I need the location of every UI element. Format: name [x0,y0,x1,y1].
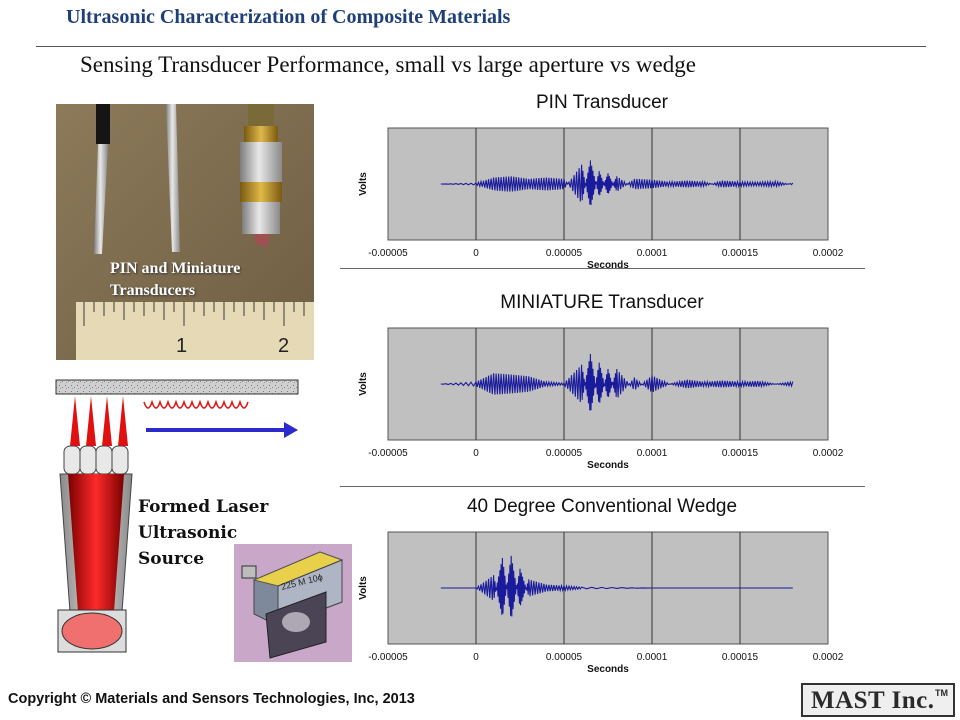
x-tick-label: 0 [473,652,479,663]
logo-text: MAST Inc. [811,687,935,714]
x-tick-label: 0 [473,448,479,459]
chart-title: MINIATURE Transducer [500,292,704,313]
x-tick-label: -0.00005 [368,652,408,663]
pin-transducer-chart: PIN Transducer -0.00005 0 0.00005 0.0001 0.00… [358,92,844,271]
mast-logo: MAST Inc. TM [801,683,955,717]
chart-title: 40 Degree Conventional Wedge [467,496,737,517]
x-tick-label: 0.00005 [546,652,583,663]
x-axis-label: Seconds [587,460,629,471]
x-axis-label: Seconds [587,260,629,271]
ruler-mark-2: 2 [278,335,289,357]
x-tick-label: 0.0002 [813,448,844,459]
laser-label: Formed Laser Ultrasonic Source [138,494,298,572]
y-axis-label: Volts [358,172,369,196]
x-tick-label: 0.0001 [637,652,668,663]
logo-trademark: TM [935,688,948,698]
x-tick-label: 0.0002 [813,248,844,259]
slide-title: Ultrasonic Characterization of Composite… [66,6,511,28]
photo-caption-line2: Transducers [110,282,196,299]
chart-divider-2 [340,486,865,487]
chart-divider-1 [340,268,865,269]
formed-laser-diagram [55,379,299,653]
y-axis-label: Volts [358,576,369,600]
laser-label-line1: Formed Laser [138,497,269,517]
photo-caption-line1: PIN and Miniature [110,260,241,277]
x-tick-label: 0.00015 [722,248,759,259]
miniature-transducer-chart: MINIATURE Transducer -0.00005 0 0.00005 0.00… [358,292,844,471]
x-tick-label: 0.0002 [813,652,844,663]
x-tick-label: -0.00005 [368,248,408,259]
pin-transducers-photo: 1 2 [56,104,314,360]
ruler-mark-1: 1 [176,335,187,357]
signal-line [440,353,794,411]
photo-caption: PIN and Miniature Transducers [110,258,310,302]
copyright-notice: Copyright © Materials and Sensors Techno… [8,691,415,707]
chart-title: PIN Transducer [536,92,669,113]
title-divider [36,46,926,47]
x-tick-label: 0.0001 [637,248,668,259]
x-tick-label: 0.00005 [546,248,583,259]
y-axis-label: Volts [358,372,369,396]
x-tick-label: 0.0001 [637,448,668,459]
laser-label-line2: Ultrasonic Source [138,523,238,569]
signal-line [440,555,793,617]
slide-subtitle: Sensing Transducer Performance, small vs… [80,52,696,77]
x-tick-label: 0.00015 [722,652,759,663]
wedge-transducer-chart: 40 Degree Conventional Wedge -0.00005 0 0.0… [358,496,844,675]
x-axis-label: Seconds [587,664,629,675]
signal-line [440,160,794,206]
wedge-transducer-photo: 225 M 10ϕ [234,544,352,662]
x-tick-label: 0.00005 [546,448,583,459]
x-tick-label: 0.00015 [722,448,759,459]
x-tick-label: 0 [473,248,479,259]
x-tick-label: -0.00005 [368,448,408,459]
